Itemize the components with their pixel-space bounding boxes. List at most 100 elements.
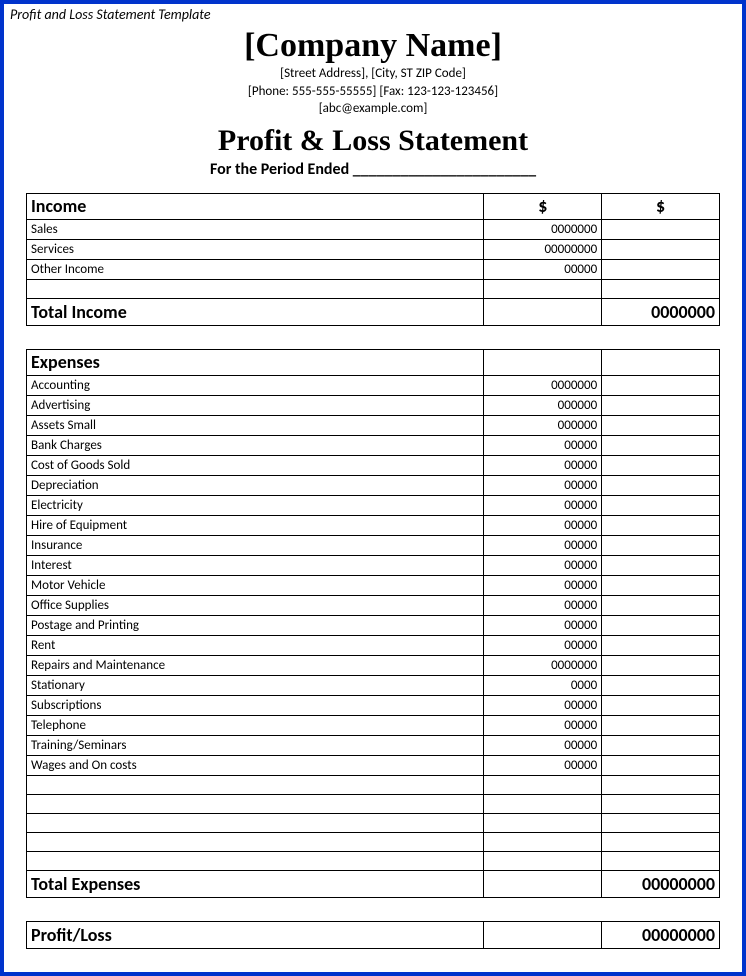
table-row [27, 279, 720, 298]
row-label: Subscriptions [27, 695, 484, 715]
section-gap [27, 897, 720, 921]
row-label: Postage and Printing [27, 615, 484, 635]
table-row: Depreciation00000 [27, 475, 720, 495]
row-amt2 [602, 715, 720, 735]
table-row: Training/Seminars00000 [27, 735, 720, 755]
table-row [27, 794, 720, 813]
table-wrap: Income$$Sales0000000Services00000000Othe… [4, 179, 742, 949]
table-row: Hire of Equipment00000 [27, 515, 720, 535]
statement-table: Income$$Sales0000000Services00000000Othe… [26, 193, 720, 949]
row-label: Hire of Equipment [27, 515, 484, 535]
row-amt1: 0000000 [484, 375, 602, 395]
row-amt2 [602, 395, 720, 415]
table-row: Rent00000 [27, 635, 720, 655]
row-label: Rent [27, 635, 484, 655]
row-label: Electricity [27, 495, 484, 515]
row-amt2 [602, 435, 720, 455]
row-amt1: 00000 [484, 635, 602, 655]
company-phone-fax: [Phone: 555-555-55555] [Fax: 123-123-123… [4, 83, 742, 101]
row-amt2 [602, 695, 720, 715]
row-amt1: 00000 [484, 615, 602, 635]
expenses-header-row: Expenses [27, 349, 720, 375]
row-amt1: 00000 [484, 435, 602, 455]
period-blank: _______________________ [353, 160, 536, 179]
row-amt1: 00000 [484, 535, 602, 555]
table-row: Electricity00000 [27, 495, 720, 515]
company-name: [Company Name] [4, 27, 742, 65]
row-amt1: 0000000 [484, 655, 602, 675]
total-expenses-value: 00000000 [602, 870, 720, 897]
table-row: Insurance00000 [27, 535, 720, 555]
row-amt1: 000000 [484, 395, 602, 415]
profit-loss-row: Profit/Loss00000000 [27, 921, 720, 948]
row-amt2 [602, 555, 720, 575]
column-head-amt1: $ [484, 193, 602, 219]
period-label: For the Period Ended [210, 160, 349, 179]
row-amt2 [602, 455, 720, 475]
row-amt1: 00000 [484, 595, 602, 615]
row-amt2 [602, 495, 720, 515]
table-row: Sales0000000 [27, 219, 720, 239]
row-amt2 [602, 755, 720, 775]
row-label: Telephone [27, 715, 484, 735]
row-amt1: 00000 [484, 475, 602, 495]
income-header-row: Income$$ [27, 193, 720, 219]
row-amt1: 0000 [484, 675, 602, 695]
table-row: Stationary0000 [27, 675, 720, 695]
row-amt2 [602, 415, 720, 435]
row-label: Cost of Goods Sold [27, 455, 484, 475]
row-label: Sales [27, 219, 484, 239]
table-row: Telephone00000 [27, 715, 720, 735]
row-label: Other Income [27, 259, 484, 279]
row-label: Depreciation [27, 475, 484, 495]
total-income-label: Total Income [27, 298, 484, 325]
table-row: Postage and Printing00000 [27, 615, 720, 635]
row-label: Interest [27, 555, 484, 575]
row-amt2 [602, 219, 720, 239]
profit-loss-value: 00000000 [602, 921, 720, 948]
total-income-row: Total Income 0000000 [27, 298, 720, 325]
row-amt1: 00000 [484, 575, 602, 595]
row-amt1: 00000 [484, 495, 602, 515]
total-expenses-label: Total Expenses [27, 870, 484, 897]
document-frame: Profit and Loss Statement Template [Comp… [0, 0, 746, 976]
document-title: Profit and Loss Statement Template [4, 4, 742, 25]
header-block: [Company Name] [Street Address], [City, … [4, 27, 742, 179]
row-amt2 [602, 735, 720, 755]
row-amt1: 00000 [484, 695, 602, 715]
table-row: Subscriptions00000 [27, 695, 720, 715]
row-label: Insurance [27, 535, 484, 555]
row-label: Repairs and Maintenance [27, 655, 484, 675]
row-label: Office Supplies [27, 595, 484, 615]
row-amt2 [602, 635, 720, 655]
table-row: Advertising000000 [27, 395, 720, 415]
row-amt1: 00000 [484, 259, 602, 279]
statement-title: Profit & Loss Statement [4, 124, 742, 158]
row-label: Bank Charges [27, 435, 484, 455]
table-row: Other Income00000 [27, 259, 720, 279]
table-row [27, 813, 720, 832]
row-amt2 [602, 615, 720, 635]
table-row: Bank Charges00000 [27, 435, 720, 455]
row-amt1: 00000 [484, 715, 602, 735]
row-amt2 [602, 655, 720, 675]
company-address: [Street Address], [City, ST ZIP Code] [4, 65, 742, 83]
table-row: Cost of Goods Sold00000 [27, 455, 720, 475]
row-label: Stationary [27, 675, 484, 695]
table-row [27, 832, 720, 851]
table-row: Services00000000 [27, 239, 720, 259]
row-amt2 [602, 675, 720, 695]
row-label: Motor Vehicle [27, 575, 484, 595]
row-amt2 [602, 475, 720, 495]
table-row [27, 851, 720, 870]
row-label: Services [27, 239, 484, 259]
row-amt1: 00000 [484, 455, 602, 475]
row-amt1: 00000000 [484, 239, 602, 259]
period-line: For the Period Ended ___________________… [4, 160, 742, 179]
total-income-value: 0000000 [602, 298, 720, 325]
row-amt1: 00000 [484, 735, 602, 755]
row-amt1: 00000 [484, 515, 602, 535]
row-label: Advertising [27, 395, 484, 415]
section-gap [27, 325, 720, 349]
company-email: [abc@example.com] [4, 100, 742, 118]
